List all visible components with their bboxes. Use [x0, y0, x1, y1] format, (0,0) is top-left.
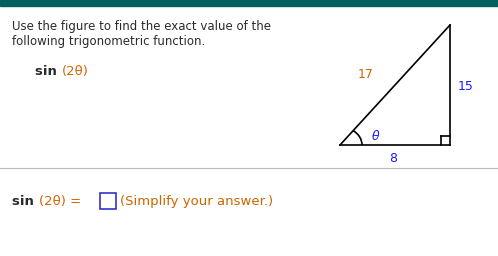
- Text: 15: 15: [458, 80, 474, 93]
- Text: sin: sin: [35, 65, 61, 78]
- Text: (2θ) =: (2θ) =: [39, 195, 81, 208]
- Bar: [0, 0, 498, 6]
- Text: Use the figure to find the exact value of the: Use the figure to find the exact value o…: [12, 20, 271, 33]
- Text: (2θ): (2θ): [62, 65, 89, 78]
- Text: (Simplify your answer.): (Simplify your answer.): [120, 195, 273, 208]
- Text: 17: 17: [358, 68, 374, 81]
- Text: θ: θ: [372, 130, 379, 143]
- Bar: [100, 193, 116, 209]
- Text: 8: 8: [389, 152, 397, 165]
- Text: following trigonometric function.: following trigonometric function.: [12, 35, 205, 48]
- Text: sin: sin: [12, 195, 38, 208]
